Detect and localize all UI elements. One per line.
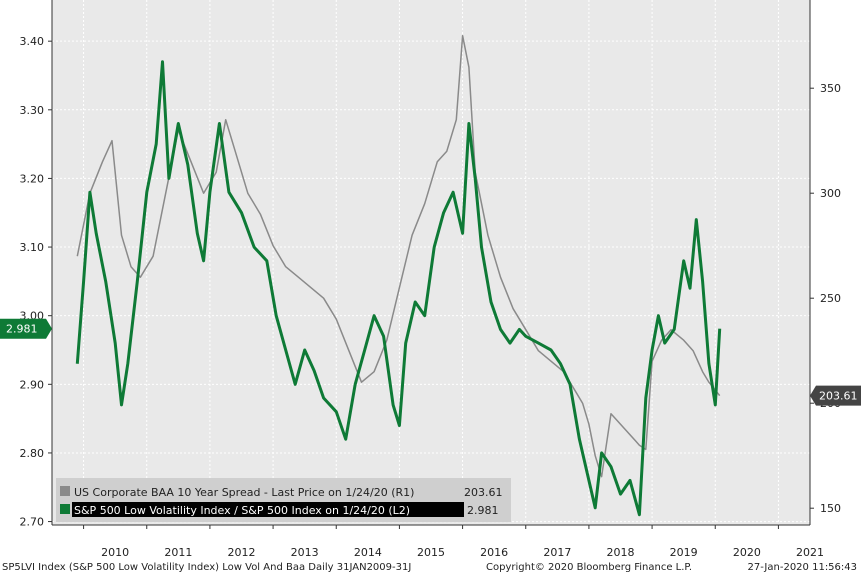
legend-highlight	[72, 502, 464, 517]
legend-label: US Corporate BAA 10 Year Spread - Last P…	[74, 486, 414, 499]
x-tick-label: 2017	[543, 546, 571, 559]
x-tick-label: 2014	[354, 546, 382, 559]
last-value-label-right: 203.61	[819, 390, 858, 403]
legend-swatch	[60, 504, 70, 514]
footer: SP5LVI Index (S&P 500 Low Volatility Ind…	[0, 560, 861, 577]
x-tick-label: 2019	[670, 546, 698, 559]
last-value-flag-right	[810, 385, 861, 406]
left-tick-label: 3.10	[20, 241, 45, 254]
left-tick-label: 3.30	[20, 104, 45, 117]
x-tick-label: 2012	[228, 546, 256, 559]
left-tick-label: 3.40	[20, 35, 45, 48]
x-tick-label: 2010	[101, 546, 129, 559]
x-tick-label: 2016	[480, 546, 508, 559]
x-tick-label: 2020	[733, 546, 761, 559]
x-tick-label: 2018	[607, 546, 635, 559]
series-line-baa-spread	[76, 34, 721, 478]
right-tick-label: 150	[820, 502, 841, 515]
last-value-flag-left	[0, 318, 52, 339]
legend-last-value: 2.981	[467, 504, 499, 517]
legend-label: S&P 500 Low Volatility Index / S&P 500 I…	[74, 504, 410, 517]
legend-last-value: 203.61	[464, 486, 503, 499]
series-line-low-vol-ratio	[75, 60, 722, 517]
x-tick-label: 2015	[417, 546, 445, 559]
x-tick-label: 2013	[291, 546, 319, 559]
left-tick-label: 2.80	[20, 447, 45, 460]
footer-timestamp: 27-Jan-2020 11:56:43	[747, 562, 857, 573]
last-value-label-left: 2.981	[6, 323, 38, 336]
right-tick-label: 250	[820, 292, 841, 305]
x-tick-label: 2011	[164, 546, 192, 559]
left-tick-label: 3.20	[20, 172, 45, 185]
left-tick-label: 2.90	[20, 378, 45, 391]
chart-svg: 2.702.802.903.003.103.203.303.4015020025…	[0, 0, 861, 559]
right-tick-label: 300	[820, 187, 841, 200]
right-tick-label: 350	[820, 82, 841, 95]
legend-swatch	[60, 486, 70, 496]
footer-copyright: Copyright© 2020 Bloomberg Finance L.P.	[486, 562, 693, 573]
x-tick-label: 2021	[796, 546, 824, 559]
footer-source: SP5LVI Index (S&P 500 Low Volatility Ind…	[2, 562, 412, 573]
left-tick-label: 2.70	[20, 516, 45, 529]
